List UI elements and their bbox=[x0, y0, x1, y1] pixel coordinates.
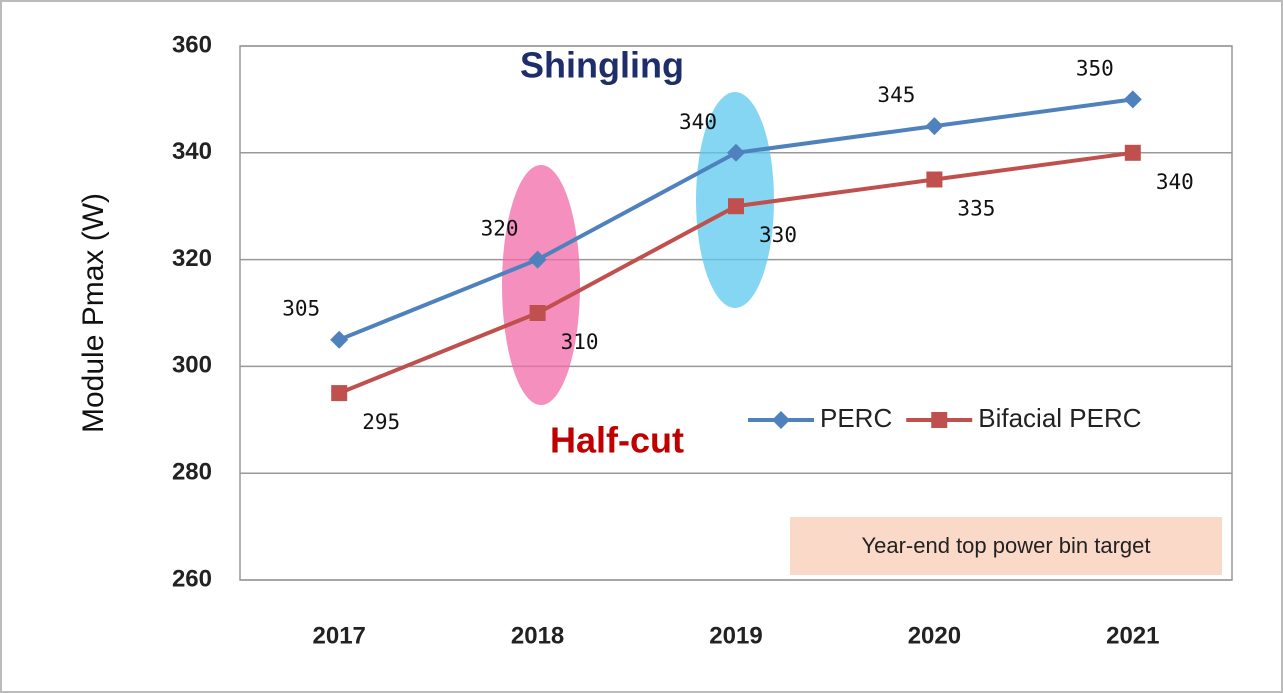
x-tick-label: 2018 bbox=[511, 622, 564, 649]
y-tick-label: 360 bbox=[172, 31, 212, 58]
legend-marker bbox=[931, 412, 948, 428]
legend-marker bbox=[772, 411, 790, 429]
x-tick-label: 2021 bbox=[1106, 622, 1159, 649]
y-tick-label: 280 bbox=[172, 459, 212, 486]
data-label: 330 bbox=[759, 223, 797, 247]
point bbox=[925, 117, 944, 136]
y-tick-label: 340 bbox=[172, 138, 212, 165]
legend-label: Bifacial PERC bbox=[978, 403, 1141, 433]
data-label: 310 bbox=[561, 330, 599, 354]
half-cut-ellipse bbox=[502, 165, 580, 405]
legend-label: PERC bbox=[820, 403, 892, 433]
x-tick-label: 2020 bbox=[908, 622, 961, 649]
note-box bbox=[790, 517, 1222, 575]
data-label: 305 bbox=[282, 297, 320, 321]
point bbox=[1123, 90, 1142, 109]
data-label: 320 bbox=[481, 217, 519, 241]
annotation: Half-cut bbox=[550, 420, 684, 461]
point bbox=[727, 143, 745, 162]
plot-border bbox=[239, 45, 1233, 581]
y-tick-label: 300 bbox=[172, 352, 212, 379]
point bbox=[528, 250, 547, 269]
note: Year-end top power bin target bbox=[861, 533, 1150, 558]
point bbox=[529, 305, 546, 321]
x-tick-label: 2017 bbox=[313, 622, 366, 649]
point bbox=[330, 330, 349, 349]
point bbox=[331, 385, 348, 402]
data-label: 295 bbox=[362, 410, 400, 434]
point bbox=[728, 198, 744, 215]
point bbox=[926, 171, 943, 188]
data-label: 350 bbox=[1076, 56, 1114, 80]
y-axis-label: Module Pmax (W) bbox=[77, 193, 110, 433]
annotation: Shingling bbox=[520, 45, 684, 86]
point bbox=[1124, 144, 1141, 161]
data-label: 340 bbox=[1156, 170, 1194, 194]
y-tick-label: 320 bbox=[172, 245, 212, 272]
y-tick-label: 260 bbox=[172, 565, 212, 592]
data-label: 335 bbox=[957, 197, 995, 221]
data-label: 345 bbox=[877, 83, 915, 107]
x-tick-label: 2019 bbox=[709, 622, 762, 649]
data-label: 340 bbox=[679, 110, 717, 134]
